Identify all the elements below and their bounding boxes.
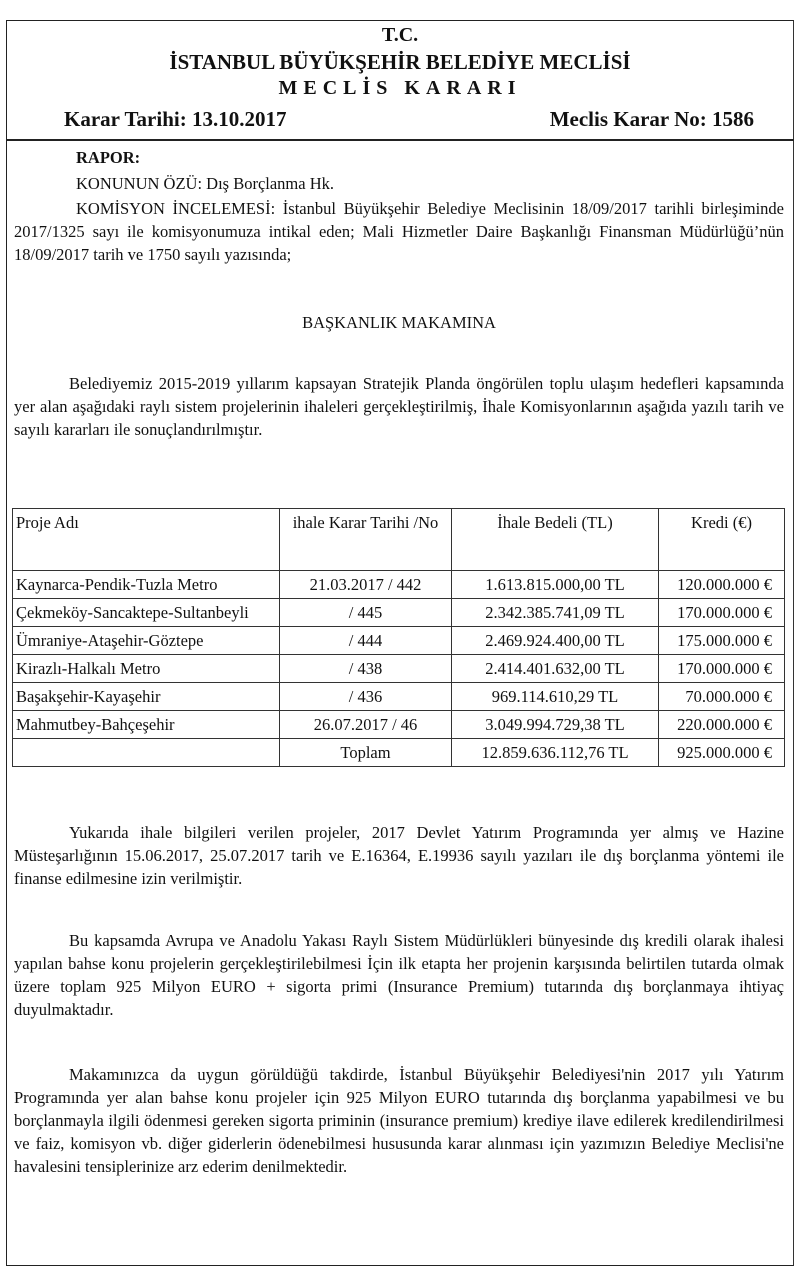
paragraph-2: Yukarıda ihale bilgileri verilen projele… xyxy=(14,823,784,888)
total-tl: 12.859.636.112,76 TL xyxy=(451,738,659,767)
tender-amount: 3.049.994.729,38 TL xyxy=(451,710,659,739)
credit-amount: 70.000.000 € xyxy=(658,682,785,711)
project-name: Kirazlı-Halkalı Metro xyxy=(12,654,280,683)
paragraph-1: Belediyemiz 2015-2019 yıllarım kapsayan … xyxy=(14,374,784,439)
header-tc: T.C. xyxy=(381,24,419,46)
table-total-row: Toplam 12.859.636.112,76 TL 925.000.000 … xyxy=(12,738,785,767)
tender-decision: 26.07.2017 / 46 xyxy=(279,710,452,739)
tender-amount: 969.114.610,29 TL xyxy=(451,682,659,711)
credit-amount: 170.000.000 € xyxy=(658,598,785,627)
decision-date: Karar Tarihi: 13.10.2017 xyxy=(64,107,287,131)
subject: KONUNUN ÖZÜ: Dış Borçlanma Hk. xyxy=(76,174,335,193)
header-doc-type: MECLİS KARARI xyxy=(278,77,522,99)
project-name: Başakşehir-Kayaşehir xyxy=(12,682,280,711)
projects-table: Proje Adı ihale Karar Tarihi /No İhale B… xyxy=(12,508,785,767)
table-row: Kirazlı-Halkalı Metro/ 438 2.414.401.632,… xyxy=(12,654,785,683)
tender-amount: 2.342.385.741,09 TL xyxy=(451,598,659,627)
header-cell: Kredi (€) xyxy=(658,508,785,571)
decision-number: Meclis Karar No: 1586 xyxy=(549,107,754,131)
credit-amount: 120.000.000 € xyxy=(658,570,785,599)
header-divider xyxy=(6,139,794,141)
paragraph-4: Makamınızca da uygun görüldüğü takdirde,… xyxy=(14,1065,784,1176)
total-label: Toplam xyxy=(279,738,452,767)
tender-decision: 21.03.2017 / 442 xyxy=(279,570,452,599)
addressee: BAŞKANLIK MAKAMINA xyxy=(302,313,496,332)
tender-decision: / 438 xyxy=(279,654,452,683)
credit-amount: 220.000.000 € xyxy=(658,710,785,739)
table-header-row: Proje Adı ihale Karar Tarihi /No İhale B… xyxy=(12,508,785,571)
project-name: Kaynarca-Pendik-Tuzla Metro xyxy=(12,570,280,599)
tender-decision: / 444 xyxy=(279,626,452,655)
paragraph-3: Bu kapsamda Avrupa ve Anadolu Yakası Ray… xyxy=(14,931,784,1019)
table-row: Kaynarca-Pendik-Tuzla Metro 21.03.2017 / … xyxy=(12,570,785,599)
credit-amount: 170.000.000 € xyxy=(658,654,785,683)
tender-amount: 2.414.401.632,00 TL xyxy=(451,654,659,683)
tender-amount: 2.469.924.400,00 TL xyxy=(451,626,659,655)
document-border xyxy=(6,20,794,1266)
header-cell: Proje Adı xyxy=(12,508,280,571)
project-name: Ümraniye-Ataşehir-Göztepe xyxy=(12,626,280,655)
project-name: Çekmeköy-Sancaktepe-Sultanbeyli xyxy=(12,598,280,627)
tender-amount: 1.613.815.000,00 TL xyxy=(451,570,659,599)
table-row: Mahmutbey-Bahçeşehir 26.07.2017 / 46 3.049… xyxy=(12,710,785,739)
credit-amount: 175.000.000 € xyxy=(658,626,785,655)
header-institution: İSTANBUL BÜYÜKŞEHİR BELEDİYE MECLİSİ xyxy=(169,50,631,74)
report-label: RAPOR: xyxy=(76,148,141,167)
table-row: Çekmeköy-Sancaktepe-Sultanbeyli/ 445 2.34… xyxy=(12,598,785,627)
table-row: Başakşehir-Kayaşehir/ 436 969.114.610,29 … xyxy=(12,682,785,711)
tender-decision: / 436 xyxy=(279,682,452,711)
tender-decision: / 445 xyxy=(279,598,452,627)
header-cell: ihale Karar Tarihi /No xyxy=(279,508,452,571)
commission-review: KOMİSYON İNCELEMESİ: İstanbul Büyükşehir… xyxy=(14,199,784,264)
header-cell: İhale Bedeli (TL) xyxy=(451,508,659,571)
table-row: Ümraniye-Ataşehir-Göztepe/ 444 2.469.924.… xyxy=(12,626,785,655)
total-eur: 925.000.000 € xyxy=(658,738,785,767)
project-name: Mahmutbey-Bahçeşehir xyxy=(12,710,280,739)
